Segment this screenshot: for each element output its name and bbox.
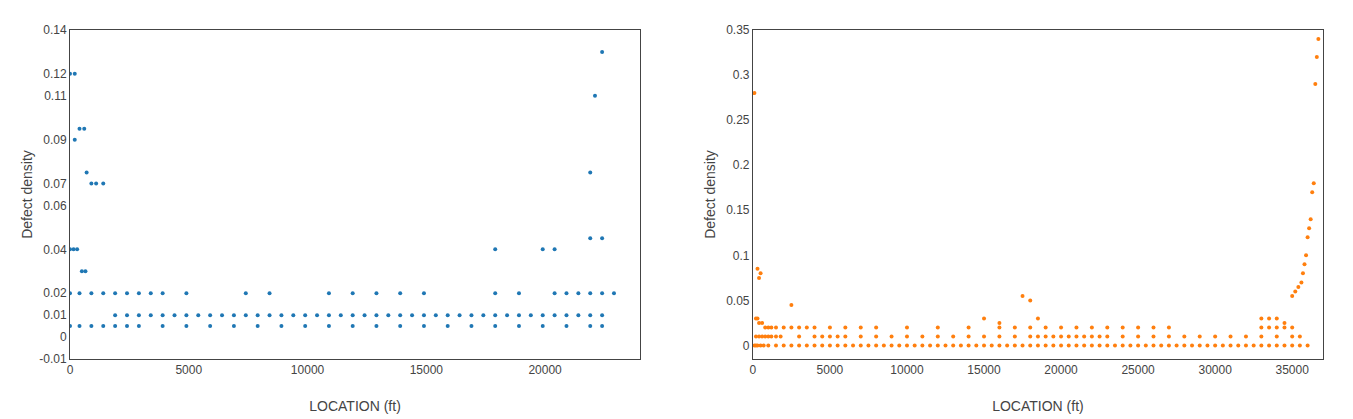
svg-text:0: 0 (743, 339, 750, 353)
svg-text:0.05: 0.05 (726, 294, 750, 308)
svg-text:Defect density: Defect density (19, 150, 35, 239)
svg-text:0.04: 0.04 (43, 243, 67, 257)
svg-text:0.12: 0.12 (43, 67, 67, 81)
svg-text:0.14: 0.14 (43, 23, 67, 37)
svg-text:LOCATION (ft): LOCATION (ft) (992, 398, 1084, 414)
svg-text:10000: 10000 (890, 363, 924, 377)
svg-text:30000: 30000 (1198, 363, 1232, 377)
svg-text:20000: 20000 (528, 363, 562, 377)
svg-text:LOCATION (ft): LOCATION (ft) (309, 398, 401, 414)
svg-text:15000: 15000 (967, 363, 1001, 377)
svg-text:15000: 15000 (410, 363, 444, 377)
svg-text:0.09: 0.09 (43, 133, 67, 147)
svg-text:0.01: 0.01 (43, 308, 67, 322)
svg-text:35000: 35000 (1275, 363, 1309, 377)
svg-text:0.07: 0.07 (43, 177, 67, 191)
svg-text:-0.01: -0.01 (39, 352, 67, 366)
svg-text:0.02: 0.02 (43, 286, 67, 300)
svg-text:10000: 10000 (291, 363, 325, 377)
svg-text:5000: 5000 (175, 363, 202, 377)
svg-text:0.2: 0.2 (733, 158, 750, 172)
svg-text:0.06: 0.06 (43, 199, 67, 213)
svg-text:0.11: 0.11 (44, 89, 67, 103)
svg-text:0: 0 (60, 330, 67, 344)
svg-text:0.3: 0.3 (733, 68, 750, 82)
svg-text:0.1: 0.1 (733, 249, 750, 263)
svg-text:20000: 20000 (1044, 363, 1078, 377)
svg-text:0: 0 (67, 363, 74, 377)
svg-text:0: 0 (750, 363, 757, 377)
svg-text:25000: 25000 (1121, 363, 1155, 377)
svg-text:Defect density: Defect density (702, 150, 718, 239)
svg-text:0.15: 0.15 (726, 203, 750, 217)
svg-text:0.35: 0.35 (726, 23, 750, 37)
svg-text:5000: 5000 (817, 363, 844, 377)
svg-text:0.25: 0.25 (726, 113, 750, 127)
